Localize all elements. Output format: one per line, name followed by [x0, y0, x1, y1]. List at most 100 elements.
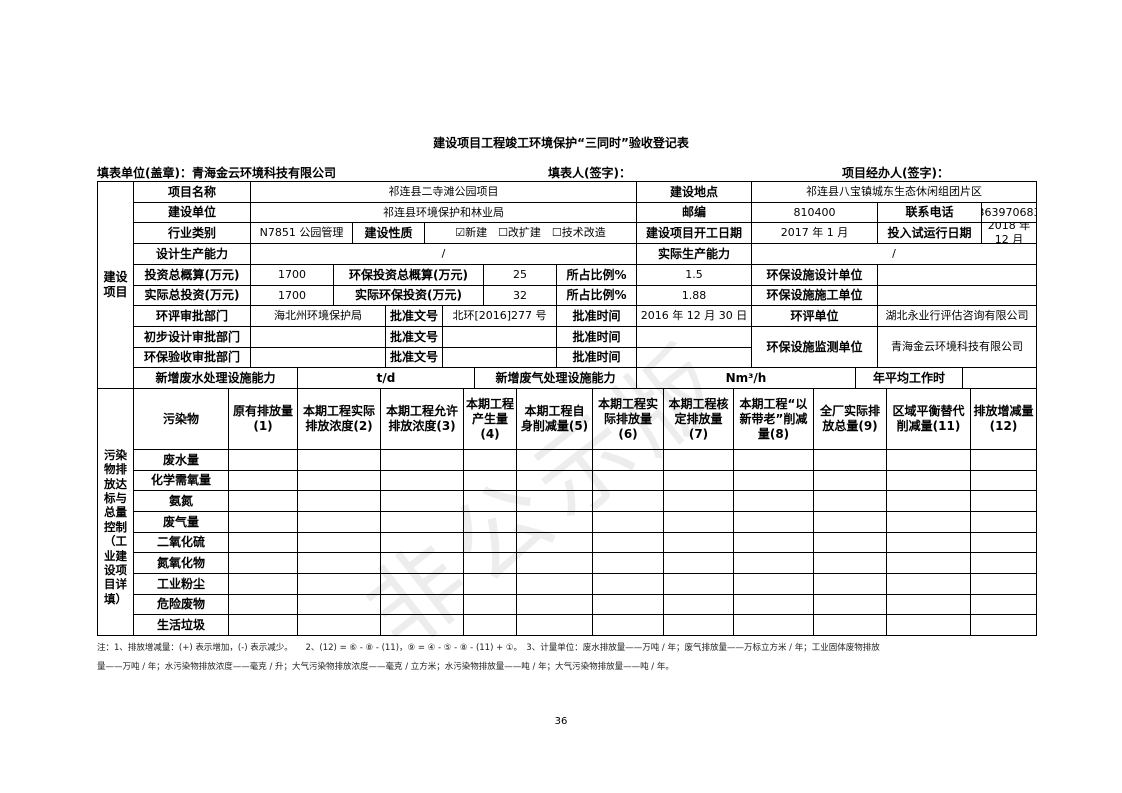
pollutant-value-cell — [463, 532, 517, 553]
pollutant-value-cell — [463, 573, 517, 595]
water-capacity: t/d — [297, 367, 475, 389]
filler-signature: 填表人(签字)： — [548, 166, 631, 180]
pollutant-value-cell — [463, 594, 517, 615]
pollutant-value-cell — [592, 614, 664, 636]
pollutant-value-cell — [970, 490, 1037, 512]
start-date: 2017 年 1 月 — [751, 222, 878, 244]
label: 建设性质 — [352, 222, 425, 244]
eia-unit: 湖北永业行评估咨询有限公司 — [877, 305, 1037, 327]
eia-approval-time: 2016 年 12 月 30 日 — [636, 305, 752, 327]
column-header: 原有排放量(1) — [228, 388, 298, 450]
pollutant-value-cell — [516, 594, 593, 615]
label: 新增废气处理设施能力 — [474, 367, 637, 389]
pollutant-value-cell — [380, 532, 464, 553]
form-title: 建设项目工程竣工环境保护“三同时”验收登记表 — [433, 136, 689, 150]
section-label: 建设项目 — [97, 181, 134, 389]
pollutant-value-cell — [228, 532, 298, 553]
column-header: 本期工程产生量(4) — [463, 388, 517, 450]
note-line-2: 量——万吨 / 年；水污染物排放浓度——毫克 / 升；大气污染物排放浓度——毫克… — [97, 662, 674, 672]
pollutant-value-cell — [228, 573, 298, 595]
column-header: 本期工程实际排放量(6) — [592, 388, 664, 450]
pollutant-value-cell — [886, 449, 971, 471]
label: 项目名称 — [133, 181, 251, 203]
pollutant-value-cell — [297, 490, 381, 512]
actual-capacity: / — [751, 243, 1037, 265]
pollutant-value-cell — [297, 470, 381, 491]
pollutant-value-cell — [380, 511, 464, 533]
pollutant-value-cell — [886, 532, 971, 553]
pollutant-value-cell — [592, 573, 664, 595]
column-header: 本期工程实际排放浓度(2) — [297, 388, 381, 450]
filling-unit: 填表单位(盖章)：青海金云环境科技有限公司 — [97, 166, 336, 180]
label: 联系电话 — [877, 202, 982, 223]
pollutant-value-cell — [380, 614, 464, 636]
project-name: 祁连县二寺滩公园项目 — [250, 181, 637, 203]
design-unit — [877, 264, 1037, 286]
pollutant-value-cell — [813, 490, 887, 512]
construction-nature-checkboxes: ☑新建 ☐改扩建 ☐技术改造 — [424, 222, 637, 244]
pollutant-value-cell — [663, 470, 734, 491]
label: 建设地点 — [636, 181, 752, 203]
pollutant-value-cell — [463, 449, 517, 471]
pollutant-value-cell — [663, 449, 734, 471]
pollutant-value-cell — [886, 573, 971, 595]
column-header: 本期工程核定排放量(7) — [663, 388, 734, 450]
pollutant-value-cell — [297, 449, 381, 471]
label: 实际总投资(万元) — [133, 285, 251, 306]
label: 新增废水处理设施能力 — [133, 367, 298, 389]
label: 环保设施监测单位 — [751, 326, 878, 368]
column-header: 本期工程“以新带老”削减量(8) — [733, 388, 814, 450]
pollutant-value-cell — [663, 594, 734, 615]
pollutant-value-cell — [228, 552, 298, 574]
phone: 13639706833 — [981, 202, 1037, 223]
page-number: 36 — [554, 716, 568, 727]
pollutant-value-cell — [813, 511, 887, 533]
pollutant-value-cell — [733, 594, 814, 615]
eia-approval-no: 北环[2016]277 号 — [442, 305, 557, 327]
pollutant-value-cell — [516, 470, 593, 491]
pollutant-value-cell — [463, 490, 517, 512]
column-header: 本期工程自身削减量(5) — [516, 388, 593, 450]
pollutant-value-cell — [297, 511, 381, 533]
pollutant-value-cell — [886, 511, 971, 533]
pollutant-value-cell — [886, 552, 971, 574]
pollutant-value-cell — [733, 552, 814, 574]
pollutant-value-cell — [380, 449, 464, 471]
pollutant-value-cell — [592, 552, 664, 574]
pollutant-value-cell — [663, 552, 734, 574]
pollutant-value-cell — [663, 573, 734, 595]
pollutant-value-cell — [886, 594, 971, 615]
pollutant-name: 氨氮 — [133, 490, 229, 512]
label: 所占比例% — [556, 285, 637, 306]
blank-cell — [442, 347, 557, 368]
column-header: 本期工程允许排放浓度(3) — [380, 388, 464, 450]
pollutant-value-cell — [516, 449, 593, 471]
pollutant-value-cell — [228, 490, 298, 512]
pollutant-value-cell — [970, 552, 1037, 574]
pollutant-value-cell — [733, 490, 814, 512]
postcode: 810400 — [751, 202, 878, 223]
pollutant-value-cell — [970, 614, 1037, 636]
label: 批准时间 — [556, 305, 637, 327]
pollutant-value-cell — [228, 511, 298, 533]
pollutant-name: 废水量 — [133, 449, 229, 471]
pollutant-value-cell — [516, 573, 593, 595]
pollutant-value-cell — [592, 532, 664, 553]
work-hours — [962, 367, 1037, 389]
pollutant-value-cell — [516, 511, 593, 533]
eia-dept: 海北州环境保护局 — [250, 305, 386, 327]
industry: N7851 公园管理 — [250, 222, 353, 244]
pollutant-value-cell — [516, 490, 593, 512]
blank-cell — [250, 326, 386, 348]
label: 邮编 — [636, 202, 752, 223]
pollutant-value-cell — [380, 573, 464, 595]
pollutant-value-cell — [813, 449, 887, 471]
label: 行业类别 — [133, 222, 251, 244]
blank-cell — [442, 326, 557, 348]
column-header: 区域平衡替代削减量(11) — [886, 388, 971, 450]
label: 批准时间 — [556, 347, 637, 368]
pollutant-value-cell — [463, 552, 517, 574]
column-header: 排放增减量(12) — [970, 388, 1037, 450]
pollutant-value-cell — [813, 614, 887, 636]
pollutant-value-cell — [297, 552, 381, 574]
